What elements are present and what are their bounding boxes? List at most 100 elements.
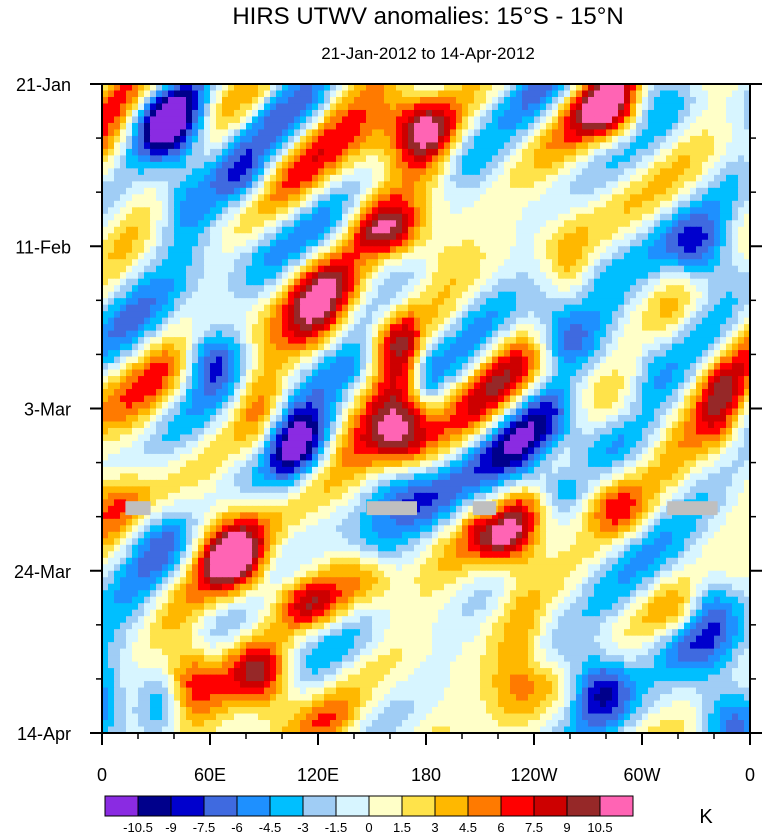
heatmap-cell: [438, 213, 445, 221]
heatmap-cell: [708, 161, 715, 169]
heatmap-cell: [714, 103, 721, 111]
heatmap-cell: [198, 363, 205, 371]
heatmap-cell: [228, 109, 235, 118]
heatmap-cell: [192, 369, 199, 377]
heatmap-cell: [642, 317, 649, 325]
heatmap-cell: [666, 207, 673, 215]
heatmap-cell: [720, 148, 727, 156]
heatmap-cell: [726, 84, 733, 92]
heatmap-cell: [516, 142, 523, 150]
heatmap-cell: [138, 103, 145, 111]
heatmap-cell: [120, 330, 127, 338]
heatmap-cell: [438, 129, 445, 137]
heatmap-cell: [114, 135, 121, 144]
heatmap-cell: [246, 200, 253, 208]
heatmap-cell: [246, 220, 253, 228]
heatmap-cell: [126, 246, 133, 254]
heatmap-cell: [642, 96, 649, 105]
heatmap-cell: [690, 174, 697, 182]
heatmap-cell: [738, 148, 745, 156]
heatmap-cell: [678, 324, 685, 332]
heatmap-cell: [654, 278, 661, 286]
heatmap-cell: [156, 109, 163, 118]
heatmap-cell: [282, 291, 289, 299]
heatmap-cell: [300, 109, 307, 118]
heatmap-cell: [396, 363, 403, 371]
heatmap-cell: [186, 343, 193, 351]
heatmap-cell: [300, 330, 307, 338]
heatmap-cell: [510, 278, 517, 286]
heatmap-cell: [672, 142, 679, 150]
heatmap-cell: [120, 285, 127, 293]
heatmap-cell: [336, 129, 343, 137]
heatmap-cell: [600, 220, 607, 228]
heatmap-cell: [120, 187, 127, 195]
heatmap-cell: [384, 291, 391, 299]
heatmap-cell: [534, 298, 541, 306]
heatmap-cell: [498, 337, 505, 345]
heatmap-cell: [372, 161, 379, 169]
heatmap-cell: [186, 259, 193, 267]
heatmap-cell: [696, 343, 703, 351]
heatmap-cell: [384, 96, 391, 105]
heatmap-cell: [264, 278, 271, 286]
heatmap-cell: [528, 135, 535, 144]
heatmap-cell: [582, 246, 589, 254]
heatmap-cell: [528, 116, 535, 124]
heatmap-cell: [234, 311, 241, 319]
heatmap-cell: [744, 317, 750, 325]
heatmap-cell: [198, 337, 205, 345]
heatmap-cell: [438, 356, 445, 364]
heatmap-cell: [270, 265, 277, 273]
heatmap-cell: [684, 252, 691, 260]
heatmap-cell: [156, 116, 163, 124]
heatmap-cell: [468, 174, 475, 182]
heatmap-cell: [300, 337, 307, 345]
heatmap-cell: [246, 96, 253, 105]
heatmap-cell: [648, 226, 655, 234]
heatmap-cell: [630, 363, 637, 371]
heatmap-cell: [480, 278, 487, 286]
heatmap-cell: [426, 96, 433, 105]
heatmap-cell: [678, 220, 685, 228]
heatmap-cell: [594, 298, 601, 306]
heatmap-cell: [336, 96, 343, 105]
heatmap-cell: [300, 207, 307, 215]
heatmap-cell: [432, 337, 439, 345]
heatmap-cell: [222, 109, 229, 118]
heatmap-cell: [366, 116, 373, 124]
heatmap-cell: [402, 116, 409, 124]
heatmap-cell: [246, 317, 253, 325]
heatmap-cell: [510, 291, 517, 299]
heatmap-cell: [270, 233, 277, 241]
heatmap-cell: [492, 311, 499, 319]
heatmap-cell: [210, 343, 217, 351]
heatmap-cell: [354, 103, 361, 111]
heatmap-cell: [342, 135, 349, 144]
heatmap-cell: [198, 161, 205, 169]
heatmap-cell: [480, 343, 487, 351]
heatmap-cell: [480, 285, 487, 293]
heatmap-cell: [240, 382, 247, 390]
heatmap-cell: [420, 304, 427, 312]
heatmap-cell: [168, 330, 175, 338]
heatmap-cell: [132, 129, 139, 137]
heatmap-cell: [666, 298, 673, 306]
heatmap-cell: [654, 181, 661, 189]
heatmap-cell: [666, 239, 673, 247]
heatmap-cell: [372, 239, 379, 247]
heatmap-cell: [624, 96, 631, 105]
heatmap-cell: [186, 84, 193, 92]
heatmap-cell: [696, 109, 703, 118]
heatmap-cell: [342, 103, 349, 111]
heatmap-cell: [450, 272, 457, 280]
heatmap-cell: [534, 135, 541, 144]
heatmap-cell: [192, 272, 199, 280]
heatmap-cell: [576, 239, 583, 247]
heatmap-cell: [180, 265, 187, 273]
heatmap-cell: [726, 265, 733, 273]
heatmap-cell: [474, 376, 481, 384]
heatmap-cell: [522, 369, 529, 377]
heatmap-cell: [612, 181, 619, 189]
heatmap-cell: [516, 265, 523, 273]
